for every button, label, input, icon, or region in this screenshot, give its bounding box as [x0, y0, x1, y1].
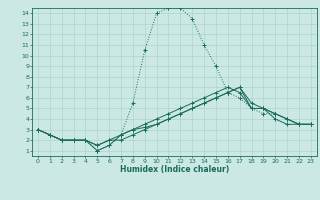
- X-axis label: Humidex (Indice chaleur): Humidex (Indice chaleur): [120, 165, 229, 174]
